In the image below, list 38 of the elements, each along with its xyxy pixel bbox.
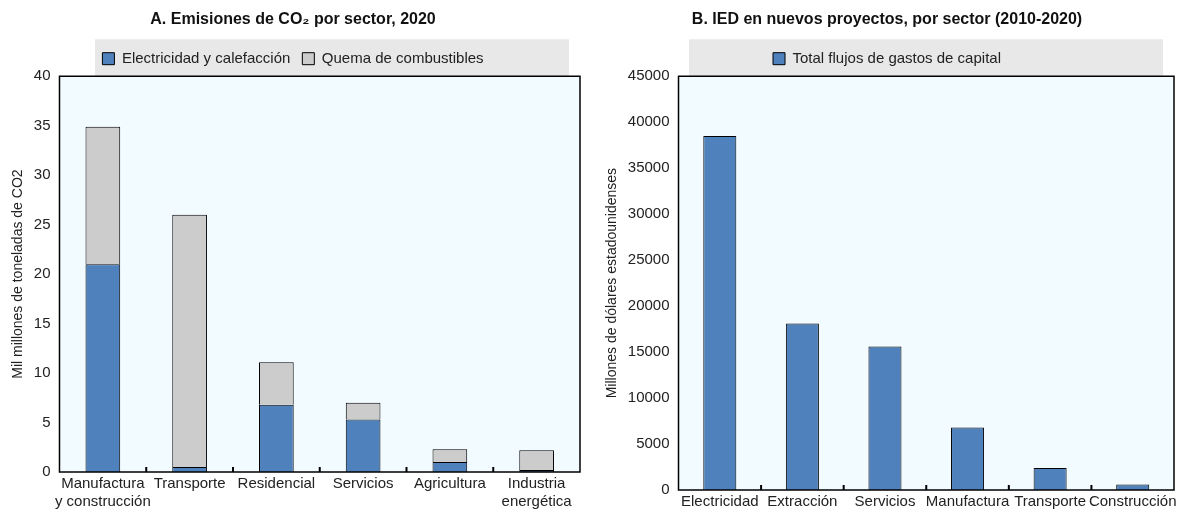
legend-label: Quema de combustibles <box>321 48 484 66</box>
x-tick-label: Residencial <box>237 474 316 492</box>
x-tick-label: Transporte <box>1014 492 1087 510</box>
x-tick-label: Extracción <box>767 492 838 510</box>
y-axis-title: Mil millones de toneladas de CO2 <box>9 169 26 379</box>
chart-title: A. Emisiones de CO₂ por sector, 2020 <box>150 10 436 28</box>
x-tick-label: Electricidad <box>681 492 759 510</box>
y-tick-label: 20000 <box>627 296 670 314</box>
y-tick-label: 0 <box>661 480 670 498</box>
chart-title: B. IED en nuevos proyectos, por sector (2010-2020) <box>691 10 1083 28</box>
x-tick-label: Servicios <box>854 492 916 510</box>
x-tick-label: Manufactura y construcción <box>54 474 151 510</box>
y-tick-label: 35000 <box>627 158 670 176</box>
x-tick-label: Transporte <box>153 474 226 492</box>
y-tick-label: 5 <box>42 412 51 430</box>
y-axis-title: Millones de dólares estadounidenses <box>603 167 620 399</box>
y-tick-label: 15 <box>33 313 51 331</box>
y-tick-label: 0 <box>42 462 51 480</box>
y-tick-label: 45000 <box>627 66 670 84</box>
legend-label: Electricidad y calefacción <box>121 48 291 66</box>
y-tick-label: 35 <box>33 115 51 133</box>
y-tick-label: 10000 <box>627 388 670 406</box>
y-tick-label: 20 <box>33 264 51 282</box>
legend-label: Total flujos de gastos de capital <box>792 48 1001 66</box>
y-tick-label: 5000 <box>636 434 670 452</box>
y-tick-label: 40 <box>33 66 51 84</box>
x-tick-label: Industria energética <box>501 474 573 510</box>
x-tick-label: Servicios <box>332 474 394 492</box>
y-tick-label: 30 <box>33 165 51 183</box>
y-tick-label: 10 <box>33 363 51 381</box>
x-tick-label: Construcción <box>1088 492 1177 510</box>
y-tick-label: 40000 <box>627 112 670 130</box>
y-tick-label: 30000 <box>627 204 670 222</box>
y-tick-label: 15000 <box>627 342 670 360</box>
y-tick-label: 25000 <box>627 250 670 268</box>
x-tick-label: Manufactura <box>925 492 1010 510</box>
x-tick-label: Agricultura <box>414 474 487 492</box>
y-tick-label: 25 <box>33 214 51 232</box>
